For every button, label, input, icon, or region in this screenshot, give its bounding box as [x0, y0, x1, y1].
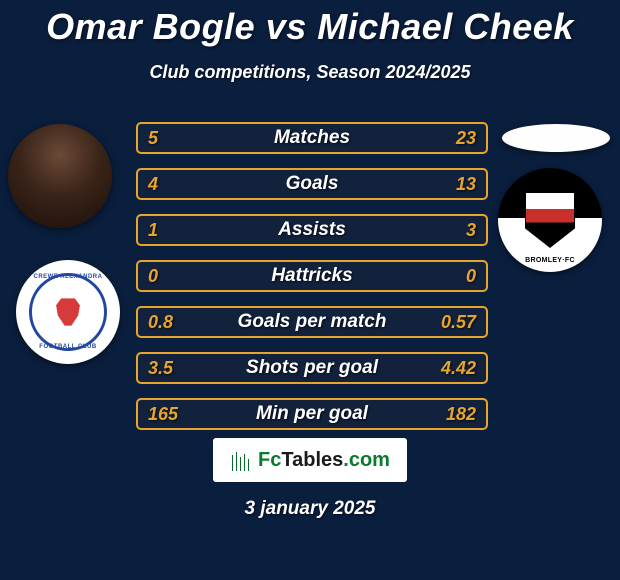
brand-prefix: Fc [258, 449, 281, 471]
stat-row: 3.5 Shots per goal 4.42 [136, 352, 488, 384]
stat-row: 5 Matches 23 [136, 122, 488, 154]
stat-label: Assists [138, 219, 486, 241]
stat-left-value: 0 [148, 266, 158, 287]
page-subtitle: Club competitions, Season 2024/2025 [0, 62, 620, 83]
stat-right-value: 0.57 [441, 312, 476, 333]
stat-label: Min per goal [138, 403, 486, 425]
comparison-date: 3 january 2025 [0, 498, 620, 520]
stat-right-value: 13 [456, 174, 476, 195]
stat-right-value: 3 [466, 220, 476, 241]
stat-right-value: 182 [446, 404, 476, 425]
stat-left-value: 0.8 [148, 312, 173, 333]
stat-row: 0.8 Goals per match 0.57 [136, 306, 488, 338]
player-left-avatar [8, 124, 112, 228]
stat-left-value: 4 [148, 174, 158, 195]
stat-row: 165 Min per goal 182 [136, 398, 488, 430]
page-title: Omar Bogle vs Michael Cheek [0, 0, 620, 48]
stat-row: 0 Hattricks 0 [136, 260, 488, 292]
club-left-crest: CREWE ALEXANDRA FOOTBALL CLUB [16, 260, 120, 364]
brand-suffix: .com [343, 449, 390, 471]
stat-left-value: 5 [148, 128, 158, 149]
stat-label: Shots per goal [138, 357, 486, 379]
stat-right-value: 0 [466, 266, 476, 287]
stat-left-value: 3.5 [148, 358, 173, 379]
brand-logo-icon [230, 449, 252, 471]
player-right-avatar [502, 124, 610, 152]
stat-row: 4 Goals 13 [136, 168, 488, 200]
brand-text: FcTables.com [258, 449, 390, 472]
stat-label: Goals [138, 173, 486, 195]
stat-left-value: 165 [148, 404, 178, 425]
stat-right-value: 4.42 [441, 358, 476, 379]
stat-left-value: 1 [148, 220, 158, 241]
brand-badge: FcTables.com [213, 438, 407, 482]
stat-label: Matches [138, 127, 486, 149]
stat-label: Goals per match [138, 311, 486, 333]
club-right-crest: BROMLEY·FC [498, 168, 602, 272]
stat-right-value: 23 [456, 128, 476, 149]
stats-table: 5 Matches 23 4 Goals 13 1 Assists 3 0 Ha… [136, 122, 488, 430]
stat-row: 1 Assists 3 [136, 214, 488, 246]
brand-main: Tables [281, 449, 343, 471]
stat-label: Hattricks [138, 265, 486, 287]
